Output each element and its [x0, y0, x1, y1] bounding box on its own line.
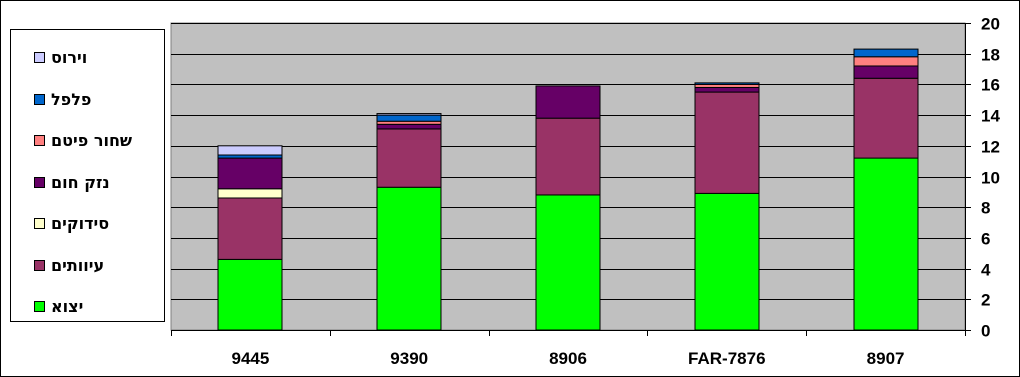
y-tick-label: 12 [981, 138, 1000, 157]
legend-swatch [34, 259, 45, 271]
y-tick-label: 20 [981, 15, 1000, 34]
bar-segment [853, 56, 919, 67]
legend-label: סידוקים [51, 214, 110, 233]
legend-label: פלפל [51, 89, 92, 109]
x-category-label: 9445 [231, 349, 269, 368]
bar-segment [535, 117, 601, 196]
legend-item: עיוותים [11, 255, 166, 277]
y-tick-label: 16 [981, 76, 1000, 95]
axes: 0 2 4 6 8 10 12 14 16 18 20 9445 9390 8906 FAR-7876 890… [171, 15, 1000, 368]
y-tick-label: 2 [981, 291, 990, 310]
y-tick-label: 8 [981, 199, 990, 218]
legend-item: סידוקים [11, 213, 166, 235]
legend: וירוס פלפל שחור פיטם נזק חום סידוקים עיוותים י… [10, 29, 165, 322]
legend-item: שחור פיטם [11, 130, 166, 152]
bar-segment [376, 123, 442, 130]
y-tick-label: 10 [981, 169, 1000, 188]
bar-segment [217, 145, 283, 156]
legend-swatch [34, 301, 45, 312]
y-tick-label: 4 [981, 261, 991, 280]
x-category-label: 8907 [867, 349, 905, 368]
bar-segment [853, 48, 919, 58]
bar-segment [217, 157, 283, 190]
bar-segment [694, 192, 760, 331]
bar-segment [535, 85, 601, 119]
y-tick-label: 0 [981, 322, 990, 341]
legend-item: וירוס [11, 47, 166, 69]
y-tick-label: 14 [981, 107, 1000, 126]
legend-label: נזק חום [51, 172, 110, 192]
x-category-label: FAR-7876 [688, 349, 765, 368]
legend-label: עיוותים [51, 255, 105, 275]
legend-swatch [34, 135, 45, 146]
bar-segment [376, 186, 442, 331]
legend-label: שחור פיטם [51, 131, 133, 150]
legend-swatch [34, 218, 45, 229]
y-tick-label: 6 [981, 230, 990, 249]
bar-segment [853, 65, 919, 79]
bar-segment [694, 91, 760, 194]
legend-swatch [34, 176, 45, 188]
legend-label: וירוס [51, 48, 88, 67]
bar-segment [853, 77, 919, 159]
legend-item: יצוא [11, 296, 166, 318]
legend-swatch [34, 52, 45, 63]
legend-label: יצוא [51, 297, 84, 316]
bar-segment [694, 82, 760, 85]
y-tick-label: 18 [981, 46, 1000, 65]
bar-segment [376, 114, 442, 122]
bar-segment [217, 197, 283, 260]
x-category-label: 9390 [390, 349, 428, 368]
bar-segment [853, 157, 919, 331]
legend-item: נזק חום [11, 172, 166, 194]
bar-segment [535, 194, 601, 331]
bar-segment [694, 86, 760, 93]
x-category-label: 8906 [549, 349, 587, 368]
legend-item: פלפל [11, 89, 166, 111]
bar-segment [217, 258, 283, 331]
legend-swatch [34, 93, 45, 105]
bar-segment [376, 113, 442, 116]
bar-segment [376, 128, 442, 188]
bar-segment [217, 188, 283, 199]
